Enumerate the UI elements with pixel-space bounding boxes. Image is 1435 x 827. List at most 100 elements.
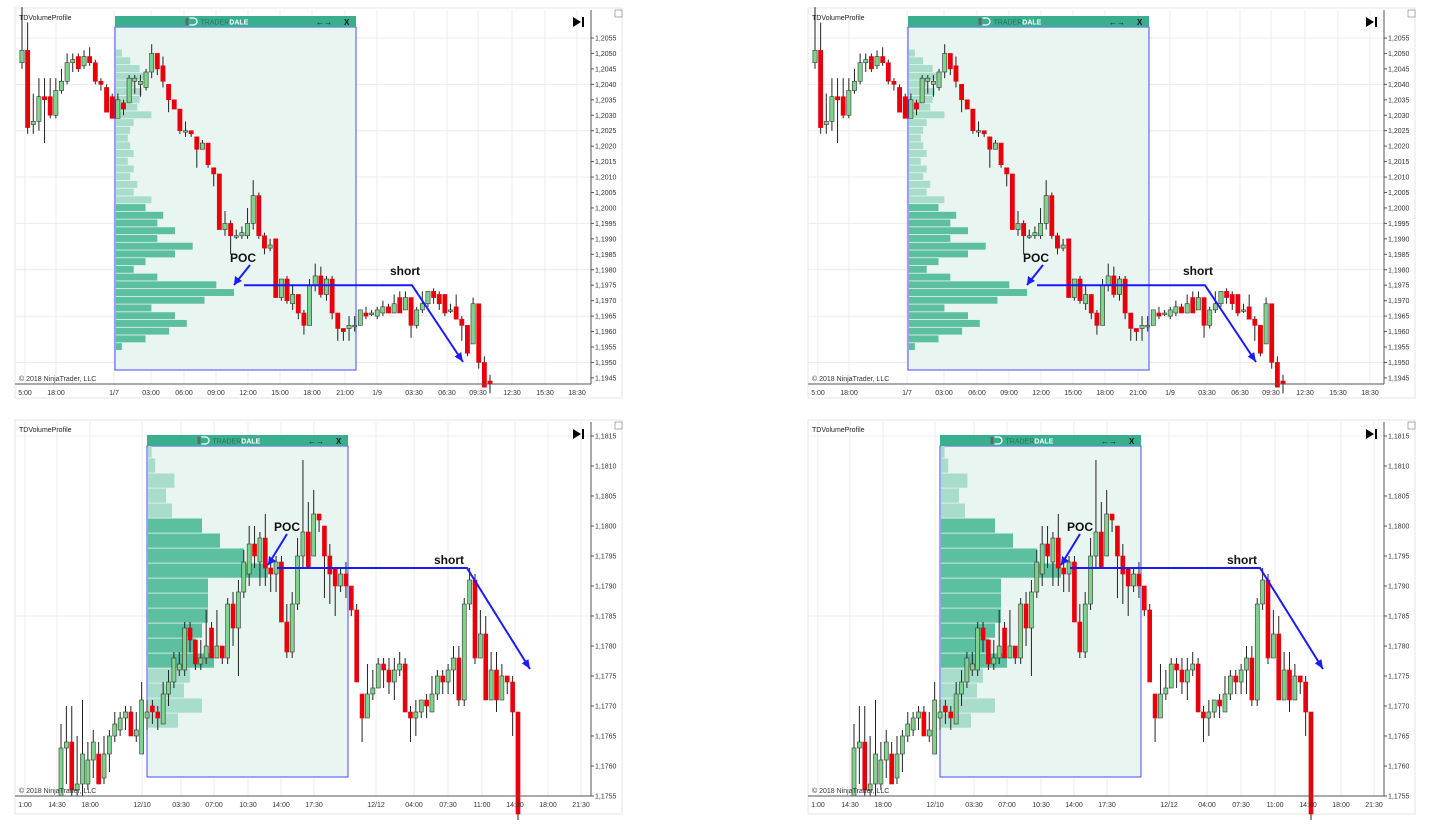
candle [228,220,234,255]
candle [1222,676,1228,713]
scroll-to-end-icon[interactable] [573,17,584,27]
candle-body [81,56,87,67]
chart-properties-button[interactable] [1407,9,1416,18]
candle-body [85,759,91,785]
candle-body [959,681,964,695]
volume-profile-bar [148,473,175,488]
widget-close-button[interactable]: X [1129,437,1135,446]
candle-body [910,717,916,731]
candle-body [1039,543,1045,575]
widget-close-button[interactable]: X [344,18,350,27]
scroll-to-end-icon[interactable] [1366,429,1377,439]
scroll-to-end-icon[interactable] [1366,17,1377,27]
candle-body [1021,223,1027,237]
indicator-name: TDVolumeProfile [812,427,865,434]
candle [284,604,290,658]
candle [1131,568,1136,592]
time-label: 15:30 [536,390,554,397]
candle [1002,622,1007,659]
widget-header[interactable] [147,435,348,446]
candle-body [123,711,128,719]
candle [70,53,76,72]
candle-body [440,675,446,683]
brand-trader: TRADER [213,439,242,446]
candle-body [324,278,329,295]
candle-body [139,699,144,755]
chart-properties-button[interactable] [614,421,623,430]
candle-body [391,303,397,314]
candle [874,50,880,69]
time-label: 18:00 [1096,390,1114,397]
price-label: 1,1785 [1388,614,1410,621]
candle [1190,291,1196,314]
volume-profile-bar [941,533,1013,548]
candle-body [1115,525,1120,557]
candle-body [948,711,954,719]
candle [241,550,247,598]
candle-body [937,711,943,719]
copyright-text: © 2018 NinjaTrader, LLC [812,787,889,795]
candle-body [64,62,70,82]
candle-body [183,130,188,133]
candle-body [873,753,878,785]
resize-arrows-button[interactable]: ←→ [308,437,324,446]
candle-body [250,195,256,224]
widget-close-button[interactable]: X [336,437,342,446]
candle [327,544,333,604]
chart-properties-button[interactable] [614,9,623,18]
candle [969,652,975,676]
resize-arrows-button[interactable]: ←→ [316,18,332,27]
resize-arrows-button[interactable]: ←→ [1101,437,1117,446]
candle [1133,328,1139,341]
candle [1023,592,1029,646]
candle-body [481,362,487,388]
scroll-to-end-icon[interactable] [573,429,584,439]
candle [883,730,889,778]
volume-profile-bar [909,273,951,281]
poc-arrowhead-icon [234,276,242,285]
candle-body [1109,513,1115,521]
copyright-text: © 2018 NinjaTrader, LLC [812,375,889,383]
volume-profile-bar [116,242,193,250]
candle-body [332,567,338,587]
candle-body [863,59,869,64]
price-label: 1,2020 [1388,144,1410,151]
candle-body [257,537,263,563]
widget-header[interactable] [908,16,1149,27]
candle-body [209,627,214,659]
candle [1072,556,1077,623]
candle-body [1158,693,1163,719]
resize-arrows-button[interactable]: ←→ [1109,18,1125,27]
candle-body [1252,318,1258,326]
candle [338,568,343,592]
candle-body [943,705,948,713]
volume-profile-bar [116,80,134,88]
price-label: 1,1795 [1388,554,1410,561]
widget-close-button[interactable]: X [1137,18,1143,27]
candle-body [70,59,76,64]
candle-body [75,56,81,70]
candle [483,616,489,701]
candle-body [470,303,476,345]
candle [1265,574,1271,664]
volume-profile-bar [909,211,957,219]
candle [1004,167,1010,187]
candle [873,700,878,796]
chart-properties-button[interactable] [1407,421,1416,430]
candle-body [1162,312,1168,315]
widget-header[interactable] [940,435,1141,446]
price-label: 1,1760 [595,764,617,771]
candle-body [74,783,80,791]
volume-profile-bar [116,289,234,296]
volume-profile-bar [909,227,968,235]
widget-header[interactable] [115,16,356,27]
poc-arrowhead-icon [1061,556,1069,565]
time-label: 15:00 [271,390,289,397]
time-label: 1/7 [902,390,912,397]
time-label: 21:00 [1129,390,1147,397]
candle [150,700,155,724]
volume-profile-bar [148,518,202,533]
candle-body [1174,663,1179,671]
candle-body [1244,657,1249,671]
candle-body [436,294,442,305]
